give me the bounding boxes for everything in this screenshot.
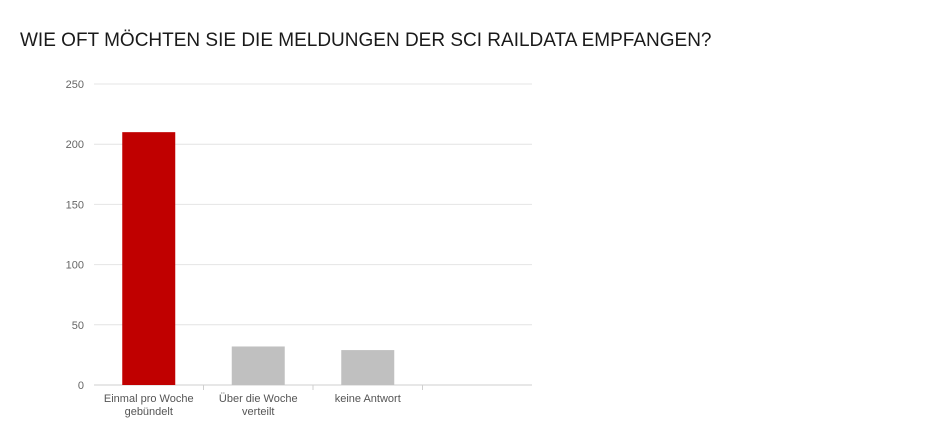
chart-title: WIE OFT MÖCHTEN SIE DIE MELDUNGEN DER SC… xyxy=(20,30,712,51)
x-tick-label: Über die Woche xyxy=(219,393,298,405)
x-tick-label: Einmal pro Woche xyxy=(104,393,194,405)
bar xyxy=(122,132,176,385)
bar xyxy=(341,350,395,385)
y-tick-label: 250 xyxy=(66,79,84,91)
y-tick-label: 50 xyxy=(72,320,84,332)
x-tick-label: keine Antwort xyxy=(335,393,401,405)
y-tick-label: 150 xyxy=(66,199,84,211)
x-tick-label: verteilt xyxy=(242,406,274,418)
bar xyxy=(231,346,285,385)
x-tick-label: gebündelt xyxy=(125,406,173,418)
y-tick-label: 100 xyxy=(66,260,84,272)
y-tick-label: 200 xyxy=(66,139,84,151)
y-tick-label: 0 xyxy=(78,380,84,392)
